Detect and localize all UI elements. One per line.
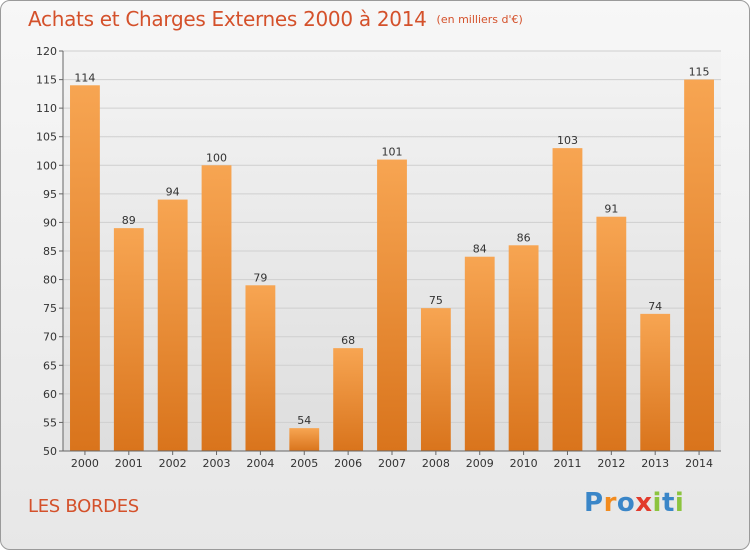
logo-letter: x	[635, 488, 653, 518]
bar-value-label: 75	[429, 294, 443, 307]
x-tick-label: 2014	[685, 457, 713, 470]
bar-value-label: 114	[74, 71, 95, 84]
y-tick-label: 55	[43, 416, 57, 429]
y-tick-label: 90	[43, 216, 57, 229]
bar-2012[interactable]	[596, 216, 627, 451]
bar-value-label: 115	[689, 66, 710, 79]
y-tick-label: 120	[36, 45, 57, 58]
y-tick-label: 65	[43, 359, 57, 372]
bar-value-label: 68	[341, 334, 355, 347]
y-tick-label: 110	[36, 102, 57, 115]
logo-letter: r	[603, 488, 617, 518]
bar-2009[interactable]	[464, 256, 495, 451]
logo-letter: i	[674, 488, 685, 518]
bar-value-label: 89	[122, 214, 136, 227]
bar-2011[interactable]	[552, 148, 583, 451]
bar-value-label: 86	[517, 231, 531, 244]
y-tick-label: 70	[43, 331, 57, 344]
x-tick-label: 2001	[115, 457, 143, 470]
bar-2006[interactable]	[333, 348, 364, 451]
y-tick-label: 60	[43, 388, 57, 401]
y-tick-label: 85	[43, 245, 57, 258]
logo-letter: P	[584, 488, 604, 518]
bar-value-label: 54	[297, 414, 311, 427]
y-tick-label: 115	[36, 74, 57, 87]
x-tick-label: 2005	[290, 457, 318, 470]
place-name: LES BORDES	[28, 496, 139, 517]
x-tick-label: 2004	[246, 457, 274, 470]
y-tick-label: 105	[36, 131, 57, 144]
title-row: Achats et Charges Externes 2000 à 2014 (e…	[28, 7, 523, 31]
y-tick-label: 50	[43, 445, 57, 458]
logo-letter: i	[652, 488, 662, 518]
bar-2003[interactable]	[201, 165, 232, 452]
bar-value-label: 74	[648, 300, 662, 313]
x-tick-label: 2011	[553, 457, 581, 470]
bar-value-label: 101	[382, 146, 403, 159]
x-tick-label: 2006	[334, 457, 362, 470]
proxiti-logo[interactable]: Proxiti	[584, 488, 684, 518]
x-tick-label: 2000	[71, 457, 99, 470]
y-tick-label: 75	[43, 302, 57, 315]
y-tick-label: 100	[36, 159, 57, 172]
bar-2004[interactable]	[245, 285, 276, 451]
bar-value-label: 100	[206, 151, 227, 164]
bar-value-label: 84	[473, 243, 487, 256]
x-tick-label: 2013	[641, 457, 669, 470]
logo-letter: o	[616, 488, 636, 518]
x-tick-label: 2003	[203, 457, 231, 470]
bar-2000[interactable]	[70, 85, 100, 452]
bar-value-label: 94	[166, 186, 180, 199]
bar-2002[interactable]	[157, 199, 188, 451]
x-tick-label: 2008	[422, 457, 450, 470]
x-tick-label: 2002	[159, 457, 187, 470]
bar-2013[interactable]	[640, 313, 671, 451]
x-tick-label: 2007	[378, 457, 406, 470]
bar-2014[interactable]	[684, 79, 714, 452]
y-tick-label: 95	[43, 188, 57, 201]
logo-letter: t	[661, 488, 675, 518]
x-tick-label: 2009	[466, 457, 494, 470]
x-tick-label: 2012	[597, 457, 625, 470]
chart-title: Achats et Charges Externes 2000 à 2014	[28, 7, 427, 31]
bar-value-label: 79	[253, 271, 267, 284]
y-tick-label: 80	[43, 274, 57, 287]
bar-2007[interactable]	[377, 159, 407, 452]
bar-2001[interactable]	[113, 228, 144, 451]
bar-value-label: 91	[604, 203, 618, 216]
x-tick-label: 2010	[510, 457, 538, 470]
chart-subtitle: (en milliers d'€)	[436, 13, 523, 26]
bar-2010[interactable]	[508, 245, 539, 451]
bar-value-label: 103	[557, 134, 578, 147]
bar-2008[interactable]	[420, 308, 451, 451]
bar-2005[interactable]	[289, 428, 320, 451]
